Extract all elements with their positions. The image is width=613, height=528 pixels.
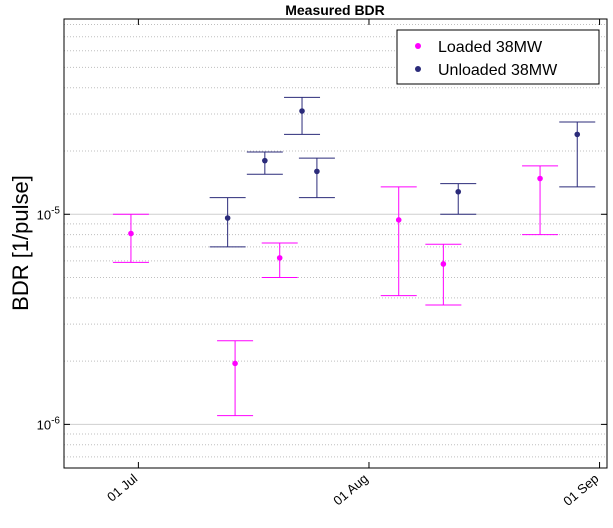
- data-point: [128, 230, 134, 237]
- series-layer: [112, 96, 596, 417]
- data-point: [224, 215, 231, 221]
- x-tick-label: 01 Aug: [330, 471, 371, 509]
- legend-box: [396, 29, 600, 85]
- legend-label-unloaded: Unloaded 38MW: [438, 62, 558, 79]
- chart-title: Measured BDR: [285, 2, 385, 18]
- data-point: [262, 157, 268, 164]
- legend-marker-unloaded: [415, 66, 421, 72]
- legend-label-loaded: Loaded 38MW: [438, 39, 543, 56]
- x-tick-label: 01 Sep: [560, 471, 601, 509]
- series-1: [209, 96, 596, 248]
- data-point: [455, 188, 462, 195]
- y-tick-exponent: -6: [51, 415, 60, 426]
- data-point: [232, 360, 238, 367]
- data-point: [440, 261, 447, 267]
- grid-layer: [64, 24, 607, 458]
- data-point: [276, 255, 283, 261]
- series-0: [112, 165, 559, 417]
- y-axis-label: BDR [1/pulse]: [8, 175, 33, 311]
- data-point: [314, 168, 320, 175]
- y-tick-label: 10-5: [37, 205, 61, 222]
- data-point: [299, 108, 305, 114]
- y-tick-exponent: -5: [51, 205, 60, 216]
- plot-frame: [63, 18, 608, 469]
- y-tick-base: 10: [37, 417, 51, 432]
- data-point: [395, 217, 402, 223]
- legend-marker-loaded: [415, 43, 421, 49]
- data-point: [574, 131, 581, 138]
- legend: Loaded 38MW Unloaded 38MW: [396, 29, 600, 85]
- y-tick-base: 10: [37, 207, 51, 222]
- y-tick-label: 10-6: [37, 415, 61, 432]
- data-point: [537, 175, 543, 182]
- x-tick-label: 01 Jul: [104, 471, 140, 505]
